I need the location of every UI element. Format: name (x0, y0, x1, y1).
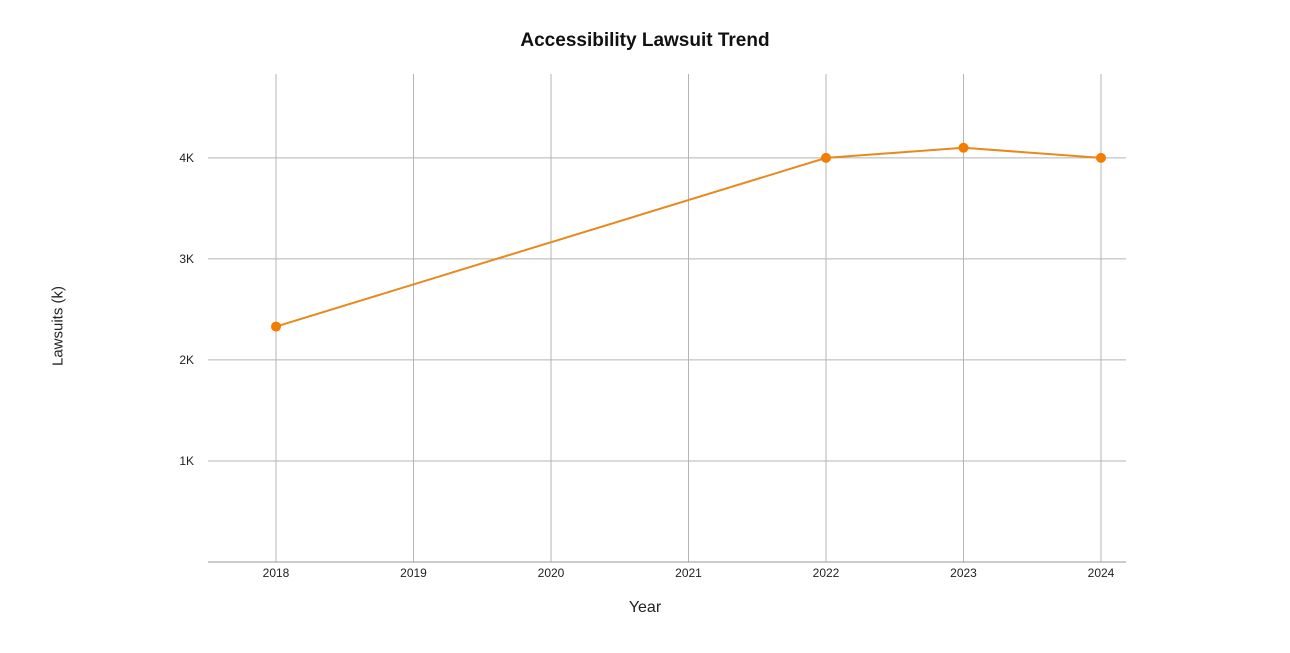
x-tick-label: 2018 (263, 566, 290, 580)
y-tick-label: 3K (179, 252, 194, 266)
y-tick-label: 4K (179, 151, 194, 165)
data-point-2022 (821, 152, 831, 163)
chart-title: Accessibility Lawsuit Trend (520, 30, 770, 51)
x-tick-label: 2023 (950, 566, 977, 580)
x-tick-label: 2019 (400, 566, 427, 580)
data-point-2023 (958, 142, 969, 153)
series-line (275, 146, 1102, 328)
y-tick-label: 2K (179, 353, 194, 367)
x-tick-label: 2024 (1088, 566, 1115, 580)
data-point-2024 (1096, 152, 1106, 163)
data-point-2018 (271, 321, 281, 332)
x-tick-label: 2022 (813, 566, 840, 580)
y-tick-label: 1K (179, 454, 194, 468)
x-tick-label: 2021 (675, 566, 702, 580)
x-axis-label: Year (628, 599, 662, 616)
x-tick-label: 2020 (538, 566, 565, 580)
